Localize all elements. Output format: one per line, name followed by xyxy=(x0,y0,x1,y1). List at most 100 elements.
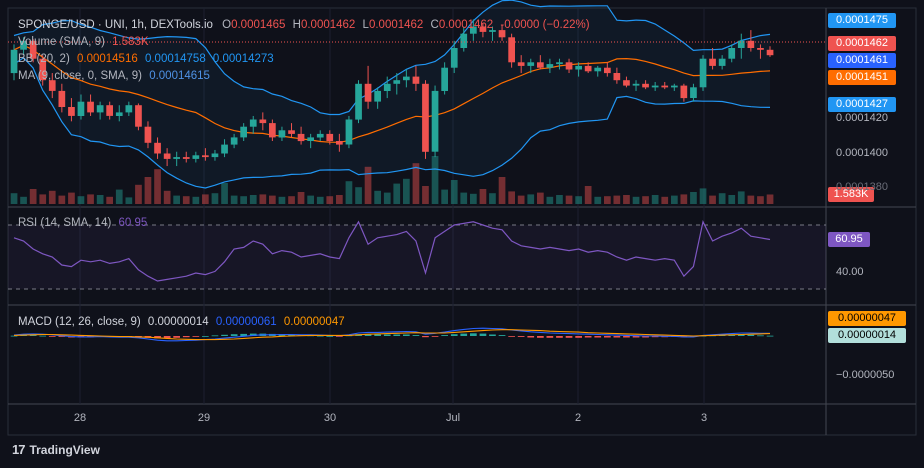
macd-hist-bar xyxy=(450,334,458,336)
candle-body xyxy=(297,133,305,142)
candle-body xyxy=(10,49,18,74)
macd-hist-bar xyxy=(651,336,659,338)
volume-bar xyxy=(29,189,37,204)
price-candles xyxy=(10,19,774,167)
volume-bar xyxy=(498,177,506,204)
price-tag-ma: 0.0001461 xyxy=(828,53,896,68)
macd-hist-bar xyxy=(757,335,764,337)
volume-bar xyxy=(747,195,755,204)
volume-bar xyxy=(249,195,257,204)
volume-bar xyxy=(508,191,515,204)
volume-bar xyxy=(77,196,85,204)
candle xyxy=(498,24,506,41)
macd-hist-bar xyxy=(489,334,496,336)
volume-bar xyxy=(661,196,669,204)
candle xyxy=(450,40,458,74)
macd-hist-bar xyxy=(556,336,563,338)
macd-legend: MACD (12, 26, close, 9) 0.00000014 0.000… xyxy=(18,315,345,329)
volume-bar xyxy=(546,196,554,204)
candle-body xyxy=(718,58,726,66)
candle xyxy=(661,81,669,90)
x-axis-label: 2 xyxy=(574,412,582,424)
symbol-legend: SPONGE/USD · UNI, 1h, DEXTools.io O0.000… xyxy=(18,18,590,32)
candle-body xyxy=(39,58,47,81)
candle xyxy=(163,148,171,167)
ma-legend: MA (9, close, 0, SMA, 9) 0.00014615 xyxy=(18,69,210,83)
candle-body xyxy=(182,157,190,159)
candle-body xyxy=(403,76,410,81)
volume-legend: Volume (SMA, 9) 1.583K xyxy=(18,35,149,49)
macd-hist-bar xyxy=(766,335,774,337)
candle xyxy=(546,58,554,74)
volume-bar xyxy=(297,192,305,204)
candle xyxy=(757,44,764,59)
volume-bar xyxy=(96,195,104,204)
volume-bar xyxy=(154,169,161,204)
volume-bar xyxy=(278,196,286,204)
candle-body xyxy=(336,141,343,145)
volume-bar xyxy=(106,196,113,204)
macd-hist-bar xyxy=(364,334,372,336)
open-label: O xyxy=(222,19,232,31)
candle xyxy=(460,26,468,52)
candle xyxy=(470,19,477,41)
candle-body xyxy=(450,48,458,68)
candle-body xyxy=(29,40,37,59)
candle-body xyxy=(556,62,563,65)
macd-hist-bar xyxy=(10,335,18,337)
volume-bar xyxy=(192,196,200,204)
candle xyxy=(393,73,401,95)
candle xyxy=(709,47,716,70)
candle-body xyxy=(498,30,506,38)
macd-hist-bar xyxy=(163,336,171,339)
candle xyxy=(383,76,391,99)
volume-bar xyxy=(10,193,18,204)
volume-bar xyxy=(441,189,448,204)
candle-body xyxy=(709,58,716,66)
candle xyxy=(441,62,448,95)
volume-value: 1.583K xyxy=(112,36,149,48)
candle-body xyxy=(58,90,66,107)
macd-hist-bar xyxy=(202,336,209,337)
candle-body xyxy=(479,26,487,32)
candle-body xyxy=(288,130,295,134)
candle xyxy=(345,115,353,149)
symbol-title: SPONGE/USD · UNI, 1h, DEXTools.io xyxy=(18,19,213,31)
price-tag-bb-upper: 0.0001475 xyxy=(828,13,896,28)
candle xyxy=(613,67,621,84)
macd-hist-bar xyxy=(29,335,37,336)
x-axis-label: 30 xyxy=(323,412,337,424)
candle-body xyxy=(441,67,448,91)
brand-footer[interactable]: 17 TradingView xyxy=(12,442,100,457)
candle-body xyxy=(364,83,372,102)
candle xyxy=(364,65,372,109)
candle-body xyxy=(144,126,152,143)
candle xyxy=(58,83,66,113)
candle xyxy=(642,80,649,90)
macd-hist-bar xyxy=(728,334,736,336)
candle-body xyxy=(757,48,764,50)
candle xyxy=(508,33,515,68)
macd-hist-bar xyxy=(403,334,410,336)
signal-line xyxy=(13,329,771,341)
x-axis-label: 28 xyxy=(73,412,87,424)
candle xyxy=(556,58,563,70)
price-axis-label: 0.0001400 xyxy=(836,147,888,159)
macd-axis-label: −0.0000050 xyxy=(836,369,895,381)
candle-body xyxy=(154,142,161,154)
candle xyxy=(115,105,123,122)
volume-bars xyxy=(10,156,774,204)
candle xyxy=(699,55,707,91)
macd-hist-bar xyxy=(336,336,343,337)
candle-body xyxy=(125,105,133,113)
macd-hist-bar xyxy=(393,334,401,336)
candle xyxy=(48,73,56,99)
volume-bar xyxy=(39,194,47,204)
candle-body xyxy=(393,80,401,84)
macd-hist-bar xyxy=(632,336,640,338)
candle xyxy=(240,123,247,142)
candle xyxy=(326,130,334,145)
rsi-axis-label: 40.00 xyxy=(836,266,864,278)
candle xyxy=(412,65,420,91)
